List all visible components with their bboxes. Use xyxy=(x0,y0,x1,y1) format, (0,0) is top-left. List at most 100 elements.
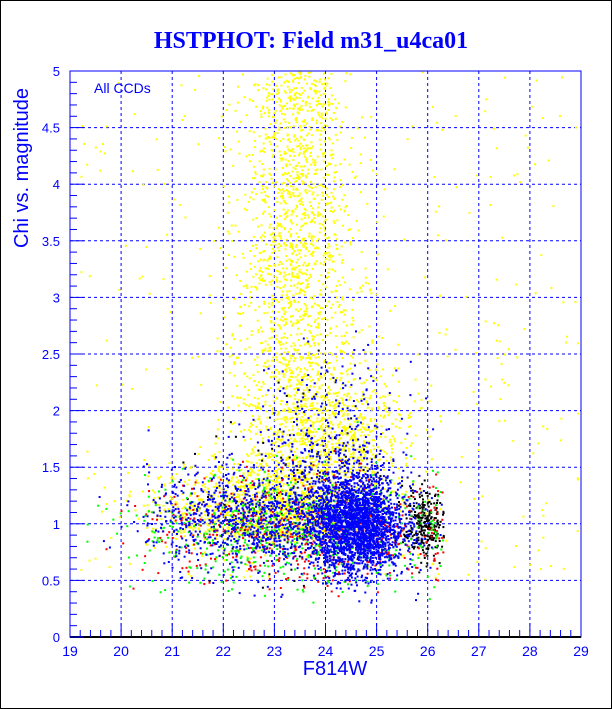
point-yellow xyxy=(284,444,287,447)
point-yellow xyxy=(272,528,275,531)
point-black xyxy=(412,547,415,550)
point-yellow xyxy=(370,408,373,411)
point-yellow xyxy=(264,201,267,204)
point-yellow xyxy=(335,359,338,362)
point-yellow xyxy=(301,525,304,528)
point-yellow xyxy=(183,480,186,483)
point-yellow xyxy=(318,385,321,388)
point-yellow xyxy=(296,321,299,323)
point-yellow xyxy=(305,444,308,447)
point-black xyxy=(436,520,439,523)
point-black xyxy=(412,491,415,494)
point-yellow xyxy=(308,277,311,280)
point-yellow xyxy=(218,451,221,454)
point-yellow xyxy=(245,460,248,463)
point-yellow xyxy=(290,448,293,451)
point-yellow xyxy=(329,378,332,381)
point-yellow xyxy=(339,410,342,413)
point-yellow xyxy=(331,119,334,121)
point-yellow xyxy=(289,242,292,245)
point-yellow xyxy=(363,381,366,384)
point-yellow xyxy=(95,384,98,387)
point-yellow xyxy=(327,451,330,454)
point-yellow xyxy=(287,457,290,460)
point-red xyxy=(218,524,221,526)
point-yellow xyxy=(257,381,260,384)
point-yellow xyxy=(264,340,267,343)
point-yellow xyxy=(251,424,254,427)
point-yellow xyxy=(326,173,329,176)
point-yellow xyxy=(383,402,386,405)
point-yellow xyxy=(264,267,267,270)
point-yellow xyxy=(278,372,281,375)
point-yellow xyxy=(252,235,255,238)
point-red xyxy=(254,565,257,568)
point-yellow xyxy=(301,272,304,275)
point-yellow xyxy=(383,450,386,453)
point-yellow xyxy=(306,134,309,137)
point-yellow xyxy=(166,233,169,236)
point-yellow xyxy=(230,457,233,460)
point-yellow xyxy=(181,492,184,495)
point-yellow xyxy=(282,409,285,412)
point-yellow xyxy=(306,191,308,194)
point-black xyxy=(422,521,425,524)
point-yellow xyxy=(331,268,334,271)
point-yellow xyxy=(405,457,407,460)
point-yellow xyxy=(238,152,241,155)
point-yellow xyxy=(307,472,310,475)
point-black xyxy=(268,573,271,576)
point-yellow xyxy=(307,390,310,393)
point-yellow xyxy=(266,416,269,419)
point-yellow xyxy=(330,452,333,455)
point-yellow xyxy=(304,402,307,405)
point-yellow xyxy=(295,239,298,242)
point-yellow xyxy=(513,174,516,177)
point-yellow xyxy=(252,131,255,134)
point-yellow xyxy=(311,447,314,450)
point-yellow xyxy=(298,268,301,271)
point-red xyxy=(190,552,193,555)
point-yellow xyxy=(285,163,288,166)
point-yellow xyxy=(279,122,282,125)
point-red xyxy=(441,536,444,539)
point-yellow xyxy=(233,517,236,520)
point-yellow xyxy=(307,168,310,171)
point-yellow xyxy=(308,461,311,464)
point-yellow xyxy=(231,333,234,335)
point-yellow xyxy=(218,486,221,489)
point-yellow xyxy=(234,504,237,507)
point-yellow xyxy=(295,205,298,208)
point-yellow xyxy=(312,161,315,164)
point-yellow xyxy=(389,309,392,312)
point-yellow xyxy=(276,256,279,259)
point-yellow xyxy=(283,172,286,175)
point-yellow xyxy=(323,82,326,85)
point-yellow xyxy=(341,341,344,344)
point-yellow xyxy=(254,405,257,408)
point-yellow xyxy=(271,409,274,412)
point-red xyxy=(409,517,412,520)
point-yellow xyxy=(276,132,279,134)
point-yellow xyxy=(299,381,301,384)
point-black xyxy=(412,516,415,519)
point-yellow xyxy=(303,395,306,398)
point-yellow xyxy=(291,89,293,92)
point-yellow xyxy=(307,283,309,285)
point-yellow xyxy=(237,356,240,359)
point-yellow xyxy=(280,361,283,364)
point-black xyxy=(442,526,445,529)
point-yellow xyxy=(295,121,298,124)
point-yellow xyxy=(274,234,277,237)
point-yellow xyxy=(265,267,268,270)
point-yellow xyxy=(276,88,279,91)
point-yellow xyxy=(270,475,273,478)
point-yellow xyxy=(291,416,294,419)
point-yellow xyxy=(301,169,304,172)
point-yellow xyxy=(293,509,296,512)
point-yellow xyxy=(321,117,324,120)
point-yellow xyxy=(328,451,331,454)
point-yellow xyxy=(269,507,272,510)
point-yellow xyxy=(80,568,83,571)
point-red xyxy=(166,533,169,536)
